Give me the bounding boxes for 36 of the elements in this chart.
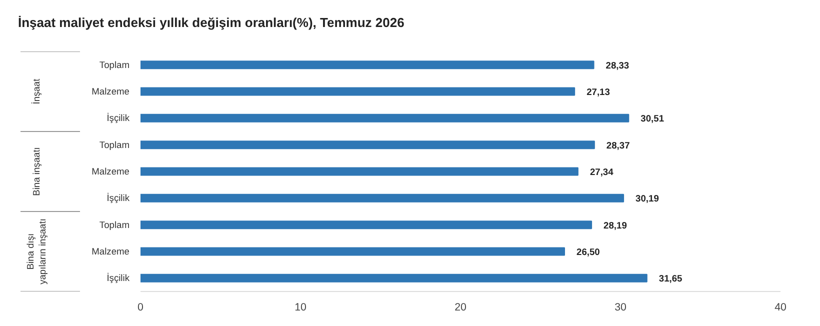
text: İnşaat bbox=[30, 78, 42, 104]
bar bbox=[140, 220, 592, 230]
bar bbox=[140, 167, 578, 176]
bar bbox=[140, 140, 595, 150]
bar bbox=[140, 87, 576, 96]
x-tick-label: 40 bbox=[774, 302, 786, 314]
y-tick-label: Malzeme bbox=[92, 166, 130, 176]
y-tick-label: Malzeme bbox=[92, 246, 130, 256]
data-label: 28,19 bbox=[604, 220, 627, 230]
text: Bina inşaatı bbox=[32, 147, 42, 196]
x-tick-label: 10 bbox=[294, 302, 306, 314]
data-label: 28,33 bbox=[606, 60, 630, 70]
x-tick-label: 0 bbox=[138, 302, 144, 314]
data-label: 27,13 bbox=[586, 87, 610, 97]
y-tick-label: Toplam bbox=[99, 220, 130, 230]
data-label: 30,19 bbox=[636, 194, 659, 204]
y-tick-label: İşçilik bbox=[106, 192, 130, 204]
y-tick-label: İşçilik bbox=[106, 112, 130, 124]
chart-title: İnşaat maliyet endeksi yıllık değişim oranları(%), Temmuz 2026 bbox=[18, 14, 404, 32]
data-label: 30,51 bbox=[640, 114, 664, 124]
y-tick-label: Toplam bbox=[99, 60, 130, 70]
data-label: 31,65 bbox=[658, 274, 682, 284]
data-label: 28,37 bbox=[606, 140, 630, 150]
data-label: 26,50 bbox=[576, 247, 600, 257]
bar bbox=[140, 274, 648, 282]
bar bbox=[140, 114, 630, 122]
bar bbox=[140, 247, 565, 256]
x-tick-label: 20 bbox=[454, 302, 466, 314]
text: Bina dışı yapıların inşaatı bbox=[26, 218, 48, 284]
bar bbox=[140, 194, 624, 202]
x-tick-label: 30 bbox=[614, 302, 626, 314]
y-tick-label: İşçilik bbox=[106, 272, 130, 284]
bar bbox=[140, 60, 594, 70]
y-tick-label: Malzeme bbox=[92, 86, 130, 96]
data-label: 27,34 bbox=[590, 167, 614, 177]
y-tick-label: Toplam bbox=[99, 140, 130, 150]
